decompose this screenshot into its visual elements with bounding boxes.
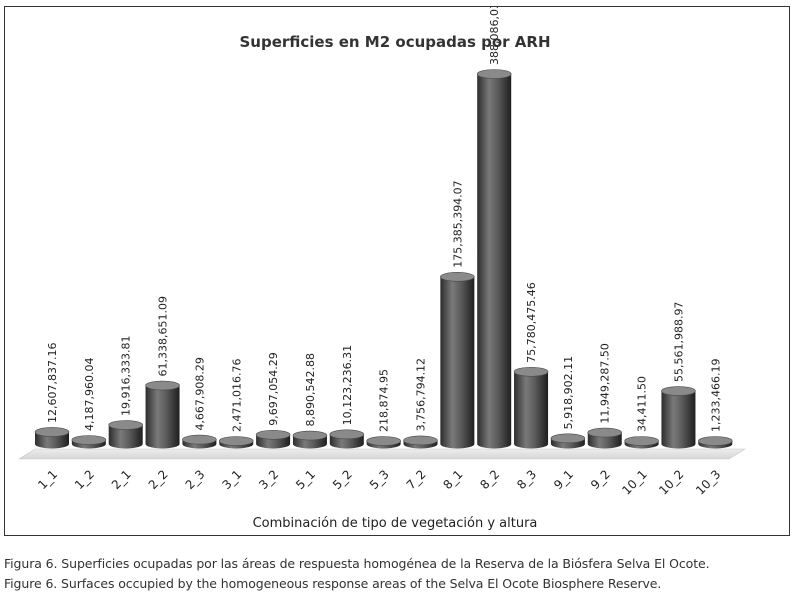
bar-10-2 [661, 386, 696, 449]
bar-top-3-2 [255, 429, 291, 440]
category-label-8-3: 8_3 [514, 467, 539, 492]
category-label-3-1: 3_1 [219, 467, 244, 492]
bar-body-8-2 [477, 74, 512, 449]
category-label-10-2: 10_2 [656, 467, 686, 497]
category-label-8-1: 8_1 [441, 467, 466, 492]
value-labels-group: 12,607,837.16 4,187,960.04 19,916,333.81 61… [46, 7, 722, 432]
bar-5-2 [329, 429, 365, 449]
category-labels-group: 1_1 1_2 2_1 2_2 2_3 3_1 3_2 5_1 5_2 5_3 7_2 8_1 8_2 8… [35, 467, 723, 497]
bar-5-1 [292, 430, 328, 449]
bar-8-3 [513, 366, 549, 449]
category-label-3-2: 3_2 [256, 467, 281, 492]
bar-2-3 [182, 434, 217, 449]
bar-10-1 [624, 436, 659, 449]
bar-7-2 [403, 435, 438, 449]
value-label-10-1: 34,411.50 [636, 376, 649, 432]
bar-top-10-2 [661, 386, 696, 396]
category-label-1-1: 1_1 [35, 467, 60, 492]
bar-9-2 [587, 427, 623, 449]
value-label-10-3: 1,233,466.19 [709, 359, 722, 432]
bar-top-3-1 [218, 436, 254, 446]
bar-10-3 [697, 436, 733, 449]
bar-top-2-3 [182, 434, 217, 445]
category-label-8-2: 8_2 [477, 467, 502, 492]
bar-2-2 [145, 380, 180, 449]
bar-top-2-1 [108, 420, 143, 430]
category-label-9-2: 9_2 [588, 467, 613, 492]
value-label-5-1: 8,890,542.88 [304, 353, 317, 426]
category-label-2-2: 2_2 [146, 467, 171, 492]
bar-chart: Superficies en M2 ocupadas por ARH 12,60… [17, 7, 747, 531]
bar-body-8-1 [440, 276, 475, 449]
value-label-8-1: 175,385,394.07 [451, 180, 464, 267]
bar-top-2-2 [145, 380, 180, 391]
value-label-10-2: 55,561,988.97 [672, 302, 685, 382]
value-label-8-2: 388,086,036.18 [488, 7, 501, 65]
bar-top-8-3 [513, 366, 549, 377]
bar-1-1 [34, 427, 70, 449]
value-label-9-2: 11,949,287.50 [599, 343, 612, 423]
value-label-3-2: 9,697,054.29 [267, 352, 280, 425]
category-label-5-3: 5_3 [367, 467, 392, 492]
bar-top-5-1 [292, 430, 328, 441]
category-label-2-1: 2_1 [109, 467, 134, 492]
bar-3-1 [218, 436, 254, 449]
value-label-7-2: 3,756,794.12 [415, 358, 428, 431]
chart-frame: Superficies en M2 ocupadas por ARH 12,60… [4, 6, 790, 536]
category-label-5-2: 5_2 [330, 467, 355, 492]
bar-body-2-1 [108, 425, 143, 449]
category-label-5-1: 5_1 [293, 467, 318, 492]
category-label-10-1: 10_1 [619, 467, 649, 497]
x-axis-label: Combinación de tipo de vegetación y altu… [253, 516, 538, 531]
value-label-3-1: 2,471,016.76 [230, 359, 243, 432]
bar-top-5-3 [366, 436, 401, 446]
bar-top-10-1 [624, 436, 659, 446]
bar-1-2 [71, 435, 107, 449]
chart-title: Superficies en M2 ocupadas por ARH [239, 33, 550, 51]
bar-top-5-2 [329, 429, 365, 440]
bar-body-2-2 [145, 385, 180, 449]
bar-5-3 [366, 436, 401, 449]
bar-body-8-3 [514, 371, 549, 449]
value-label-1-1: 12,607,837.16 [46, 342, 59, 422]
chart-floor [17, 448, 747, 460]
bar-top-9-2 [587, 427, 623, 438]
bar-top-8-1 [440, 271, 475, 282]
bar-8-2 [476, 69, 512, 449]
value-label-8-3: 75,780,475.46 [525, 282, 538, 362]
category-label-7-2: 7_2 [404, 467, 429, 492]
value-label-9-1: 5,918,902.11 [562, 356, 575, 429]
value-label-5-2: 10,123,236.31 [341, 345, 354, 425]
category-label-2-3: 2_3 [183, 467, 208, 492]
bar-top-9-1 [550, 433, 586, 444]
bar-top-7-2 [403, 435, 438, 446]
figure-caption-english: Figure 6. Surfaces occupied by the homog… [4, 576, 662, 591]
bar-3-2 [255, 429, 291, 449]
bar-body-10-2 [661, 391, 696, 449]
bar-2-1 [108, 420, 143, 449]
value-label-2-2: 61,338,651.09 [157, 296, 170, 376]
bar-top-8-2 [476, 69, 512, 79]
bar-top-1-2 [71, 435, 107, 445]
value-label-2-3: 4,667,908.29 [193, 357, 206, 430]
category-label-10-3: 10_3 [693, 467, 723, 497]
value-label-5-3: 218,874.95 [378, 369, 391, 432]
bar-top-1-1 [34, 427, 70, 437]
bar-8-1 [440, 271, 475, 449]
value-label-1-2: 4,187,960.04 [83, 358, 96, 431]
value-label-2-1: 19,916,333.81 [120, 336, 133, 416]
figure-caption-spanish: Figura 6. Superficies ocupadas por las á… [4, 556, 710, 571]
bars-group [34, 69, 733, 449]
category-label-9-1: 9_1 [551, 467, 576, 492]
bar-top-10-3 [697, 436, 733, 446]
category-label-1-2: 1_2 [72, 467, 97, 492]
bar-9-1 [550, 433, 586, 449]
